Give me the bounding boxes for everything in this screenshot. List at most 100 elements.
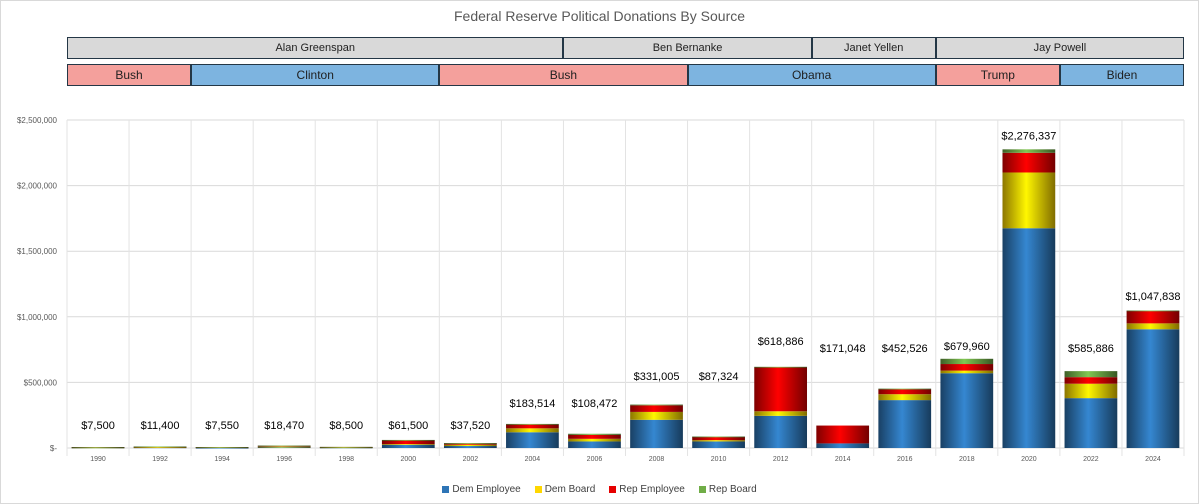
bar-dem-board-2000: [381, 444, 435, 445]
bar-rep-board-2010: [692, 436, 745, 438]
total-label-2002: $37,520: [450, 420, 490, 432]
bar-rep-board-2002: [443, 443, 497, 444]
chair-band-ben-bernanke: Ben Bernanke: [563, 37, 812, 59]
bar-rep-employee-2018: [940, 364, 994, 371]
chair-band-alan-greenspan: Alan Greenspan: [67, 37, 564, 59]
legend-item-rep-employee: Rep Employee: [609, 484, 685, 495]
bar-rep-board-1992: [133, 446, 187, 448]
fed-chair-band: Alan Greenspan Ben Bernanke Janet Yellen Ja…: [67, 37, 1184, 61]
x-tick-label-1994: 1994: [214, 456, 230, 463]
bar-rep-employee-2014: [816, 425, 870, 444]
total-label-2000: $61,500: [388, 420, 428, 432]
bar-rep-board-1996: [257, 445, 311, 447]
y-tick-label: $1,000,000: [17, 313, 58, 322]
legend-swatch-dem-employee: [442, 486, 450, 493]
total-label-2020: $2,276,337: [1001, 130, 1056, 142]
bar-rep-board-2018: [940, 358, 994, 365]
total-label-1994: $7,550: [205, 420, 239, 432]
bar-rep-employee-2022: [1064, 377, 1118, 384]
y-tick-label: $2,000,000: [17, 182, 58, 191]
y-tick-label: $500,000: [24, 378, 58, 387]
total-label-1998: $8,500: [329, 420, 363, 432]
total-label-2016: $452,526: [882, 343, 928, 355]
bar-dem-employee-2010: [692, 441, 745, 448]
bar-rep-board-2016: [878, 388, 932, 390]
x-tick-label-2022: 2022: [1083, 456, 1099, 463]
bar-dem-board-2024: [1126, 323, 1180, 330]
legend-label: Dem Board: [544, 484, 596, 495]
chart-legend: Dem Employee Dem Board Rep Employee Rep Boa…: [0, 484, 1199, 495]
legend-swatch-dem-board: [534, 486, 542, 493]
bar-dem-board-2006: [568, 438, 621, 442]
x-tick-label-2006: 2006: [587, 456, 603, 463]
x-tick-label-2020: 2020: [1021, 456, 1037, 463]
pres-band-bush: Bush: [67, 64, 192, 86]
bar-dem-employee-2006: [568, 441, 621, 448]
total-label-1992: $11,400: [141, 420, 180, 432]
x-tick-label-2018: 2018: [959, 456, 975, 463]
bar-rep-employee-2012: [754, 367, 808, 412]
bar-rep-board-2022: [1064, 371, 1118, 378]
bar-dem-board-2022: [1064, 383, 1118, 399]
x-tick-label-2012: 2012: [773, 456, 789, 463]
bar-dem-employee-2020: [1002, 228, 1056, 448]
bar-rep-board-2020: [1002, 149, 1056, 153]
pres-band-obama: Obama: [687, 64, 936, 86]
bar-rep-employee-2020: [1002, 152, 1056, 173]
chart-title: Federal Reserve Political Donations By S…: [453, 8, 746, 24]
chair-band-jay-powell: Jay Powell: [935, 37, 1184, 59]
x-tick-label-2024: 2024: [1145, 456, 1161, 463]
bar-rep-board-2012: [754, 366, 808, 368]
bar-dem-employee-2004: [506, 432, 559, 448]
total-label-2024: $1,047,838: [1125, 291, 1180, 303]
legend-item-rep-board: Rep Board: [698, 484, 757, 495]
bar-rep-board-1998: [319, 446, 373, 448]
total-label-2018: $679,960: [944, 341, 990, 353]
bar-rep-board-2004: [506, 423, 559, 425]
bar-rep-board-2008: [630, 404, 683, 406]
legend-label: Rep Employee: [619, 484, 685, 495]
x-tick-label-2000: 2000: [401, 456, 417, 463]
pres-band-biden: Biden: [1059, 64, 1184, 86]
bar-rep-employee-2004: [506, 424, 559, 429]
x-tick-label-2016: 2016: [897, 456, 913, 463]
bar-rep-employee-2006: [568, 434, 621, 439]
x-tick-label-2004: 2004: [525, 456, 541, 463]
total-label-2014: $171,048: [820, 343, 866, 355]
legend-swatch-rep-employee: [609, 486, 617, 493]
bar-dem-board-2010: [692, 440, 745, 442]
bar-rep-board-1990: [71, 447, 125, 448]
bar-rep-employee-2024: [1126, 310, 1180, 324]
x-tick-label-1996: 1996: [276, 456, 292, 463]
bar-dem-employee-2008: [630, 419, 683, 448]
bar-dem-board-2018: [940, 370, 994, 374]
x-tick-label-2008: 2008: [649, 456, 665, 463]
bar-rep-board-2006: [568, 433, 621, 435]
bar-dem-employee-2018: [940, 373, 994, 448]
president-band: Bush Clinton Bush Obama Trump Biden: [67, 64, 1184, 88]
bar-dem-employee-2022: [1064, 398, 1118, 448]
bar-rep-board-2000: [381, 439, 435, 441]
x-tick-label-2010: 2010: [711, 456, 727, 463]
x-tick-label-1998: 1998: [338, 456, 354, 463]
bar-dem-employee-2012: [754, 415, 808, 448]
total-label-2004: $183,514: [509, 398, 555, 410]
y-tick-label: $1,500,000: [17, 247, 58, 256]
legend-label: Dem Employee: [452, 484, 521, 495]
bar-dem-employee-2024: [1126, 329, 1180, 448]
bar-dem-board-1996: [257, 446, 311, 448]
legend-item-dem-employee: Dem Employee: [442, 484, 521, 495]
total-label-1996: $18,470: [264, 420, 304, 432]
x-tick-label-1992: 1992: [152, 456, 168, 463]
total-label-2006: $108,472: [572, 398, 618, 410]
bar-rep-employee-2010: [692, 436, 745, 441]
legend-label: Rep Board: [708, 484, 757, 495]
x-tick-label-1990: 1990: [90, 456, 106, 463]
bar-rep-board-2024: [1126, 310, 1180, 312]
bar-dem-board-2004: [506, 428, 559, 433]
y-tick-label: $2,500,000: [17, 116, 58, 125]
total-label-1990: $7,500: [81, 420, 115, 432]
bar-dem-board-2012: [754, 411, 808, 416]
bar-dem-employee-2016: [878, 400, 932, 448]
